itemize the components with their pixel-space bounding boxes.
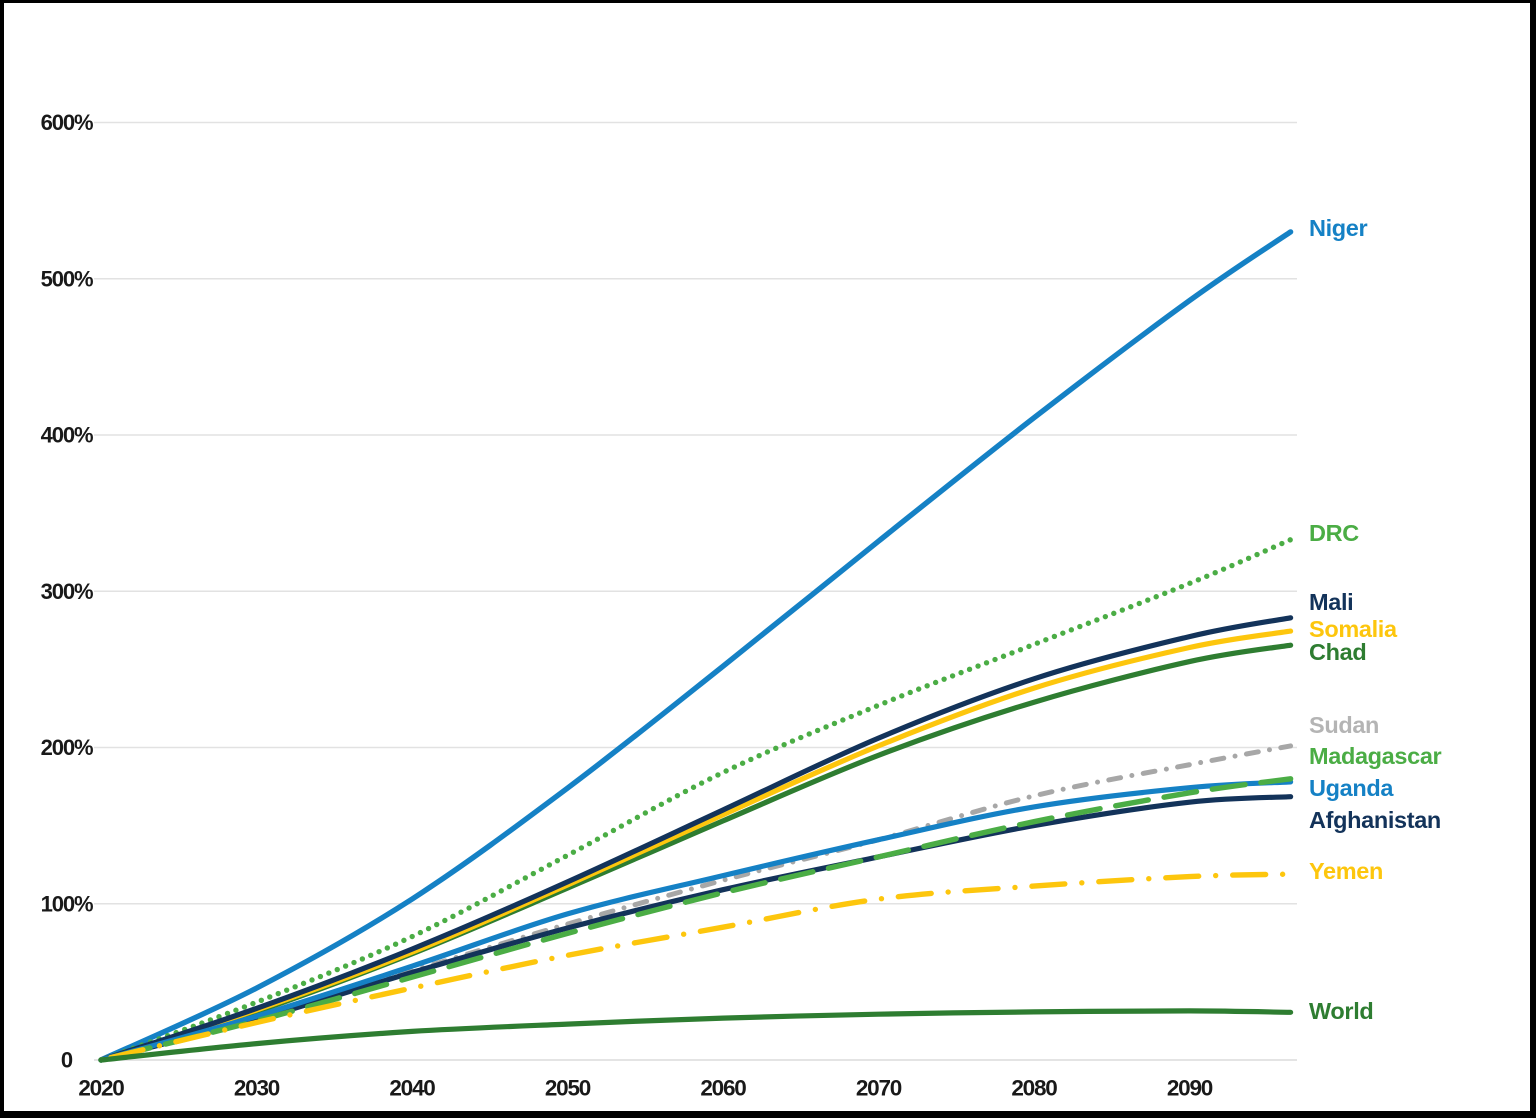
svg-text:2090: 2090 — [1167, 1076, 1213, 1101]
svg-text:Madagascar: Madagascar — [1309, 743, 1442, 769]
svg-text:2040: 2040 — [389, 1076, 435, 1101]
svg-text:DRC: DRC — [1309, 520, 1359, 546]
svg-text:100%: 100% — [41, 891, 93, 916]
svg-text:300%: 300% — [41, 579, 93, 604]
svg-text:500%: 500% — [41, 266, 93, 291]
svg-text:Mali: Mali — [1309, 589, 1353, 615]
svg-text:Niger: Niger — [1309, 215, 1368, 241]
svg-text:2070: 2070 — [856, 1076, 902, 1101]
svg-text:200%: 200% — [41, 735, 93, 760]
svg-text:600%: 600% — [41, 110, 93, 135]
svg-text:Yemen: Yemen — [1309, 858, 1383, 884]
svg-text:Somalia: Somalia — [1309, 616, 1398, 642]
svg-text:Chad: Chad — [1309, 639, 1366, 665]
svg-text:400%: 400% — [41, 423, 93, 448]
svg-text:2030: 2030 — [234, 1076, 280, 1101]
svg-text:2060: 2060 — [700, 1076, 746, 1101]
svg-text:World: World — [1309, 998, 1373, 1024]
svg-text:Uganda: Uganda — [1309, 775, 1394, 801]
svg-text:2080: 2080 — [1011, 1076, 1057, 1101]
svg-text:2020: 2020 — [78, 1076, 124, 1101]
svg-text:2050: 2050 — [545, 1076, 591, 1101]
svg-text:0: 0 — [61, 1048, 73, 1073]
svg-text:Afghanistan: Afghanistan — [1309, 807, 1441, 833]
svg-text:Sudan: Sudan — [1309, 712, 1379, 738]
